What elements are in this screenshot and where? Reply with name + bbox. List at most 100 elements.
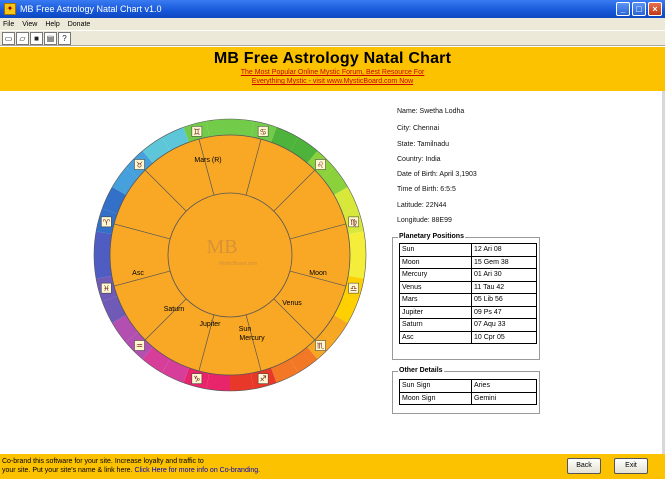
house-divider xyxy=(273,169,316,212)
planet-name: Mercury xyxy=(399,268,472,282)
planet-position: 11 Tau 42 xyxy=(471,280,537,294)
minimize-button[interactable]: _ xyxy=(616,2,630,16)
other-value: Aries xyxy=(471,379,537,393)
planet-name: Saturn xyxy=(399,318,472,332)
save-icon[interactable]: ■ xyxy=(30,31,43,45)
menu-file[interactable]: File xyxy=(3,20,15,28)
banner-link-2[interactable]: Everything Mystic - visit www.MysticBoar… xyxy=(251,78,414,85)
house-label-asc: Asc xyxy=(132,270,144,277)
zodiac-glyph-icon: ♎ xyxy=(350,284,357,293)
house-label-mercury: Mercury xyxy=(239,335,265,342)
zodiac-glyph-icon: ♑ xyxy=(193,375,200,384)
house-divider xyxy=(144,169,187,212)
other-label: Sun Sign xyxy=(399,379,472,393)
zodiac-badge xyxy=(134,340,145,351)
zodiac-ring-segment xyxy=(321,315,348,343)
house-divider xyxy=(289,270,347,287)
planet-position: 09 Ps 47 xyxy=(471,305,537,319)
zodiac-ring-segment xyxy=(94,231,112,255)
planet-name: Mars xyxy=(399,293,472,307)
zodiac-ring-segment xyxy=(333,296,358,323)
banner-title: MB Free Astrology Natal Chart xyxy=(213,50,452,67)
zodiac-ring-segment xyxy=(271,127,298,152)
zodiac-ring-segment xyxy=(102,296,127,323)
zodiac-ring-segment xyxy=(348,255,366,279)
window-title: MB Free Astrology Natal Chart v1.0 xyxy=(20,4,162,14)
cobrand-text: Co-brand this software for your site. In… xyxy=(2,457,260,475)
scroll-edge xyxy=(662,91,665,454)
title-bar: ✦ MB Free Astrology Natal Chart v1.0 _ □… xyxy=(0,0,665,18)
zodiac-glyph-icon: ♍ xyxy=(350,218,357,227)
back-button[interactable]: Back xyxy=(567,458,601,474)
zodiac-badge xyxy=(315,340,326,351)
app-icon: ✦ xyxy=(4,3,16,15)
zodiac-ring-segment xyxy=(112,167,139,195)
zodiac-glyph-icon: ♒ xyxy=(136,342,143,351)
new-icon[interactable]: ▭ xyxy=(2,31,15,45)
zodiac-glyph-icon: ♌ xyxy=(317,160,324,169)
house-divider xyxy=(198,314,215,372)
info-lon: Longitude: 88E99 xyxy=(397,217,452,224)
house-divider xyxy=(273,298,316,341)
zodiac-badge xyxy=(101,282,112,294)
banner-link-1[interactable]: The Most Popular Online Mystic Forum, Be… xyxy=(240,69,425,76)
maximize-button[interactable]: □ xyxy=(632,2,646,16)
zodiac-glyph-icon: ♉ xyxy=(136,160,143,169)
planet-row: Saturn 07 Aqu 33 xyxy=(399,318,537,332)
zodiac-ring-segment xyxy=(321,167,348,195)
zodiac-ring-segment xyxy=(206,373,230,391)
zodiac-ring-segment xyxy=(230,119,254,137)
zodiac-ring-segment xyxy=(162,127,189,152)
planet-name: Venus xyxy=(399,280,472,294)
menu-help[interactable]: Help xyxy=(45,20,60,28)
house-divider xyxy=(113,270,171,287)
info-city: City: Chennai xyxy=(397,125,440,132)
zodiac-glyph-icon: ♊ xyxy=(193,127,200,136)
cobrand-line-1: Co-brand this software for your site. In… xyxy=(2,458,204,465)
house-label-mars: Mars (R) xyxy=(194,157,221,164)
house-divider xyxy=(144,298,187,341)
zodiac-glyphs: ♈ ♉ ♊ ♋ ♌ ♍ ♎ ♏ ♐ ♑ ♒ ♓ xyxy=(101,126,359,384)
cobrand-line-2: your site. Put your site's name & link h… xyxy=(2,467,133,474)
house-label-sun: Sun xyxy=(239,326,252,333)
close-button[interactable]: × xyxy=(648,2,662,16)
zodiac-ring-segment xyxy=(142,137,170,164)
planet-row: Asc 10 Cpr 05 xyxy=(399,330,537,344)
info-country: Country: India xyxy=(397,156,441,163)
other-table: Sun Sign Aries Moon Sign Gemini xyxy=(399,379,537,405)
zodiac-glyph-icon: ♓ xyxy=(103,284,110,293)
house-label-saturn: Saturn xyxy=(164,306,185,313)
planet-row: Venus 11 Tau 42 xyxy=(399,280,537,294)
zodiac-ring-segment xyxy=(112,315,139,343)
planet-position: 15 Gem 38 xyxy=(471,255,537,269)
menu-donate[interactable]: Donate xyxy=(67,20,91,28)
help-pointer-icon[interactable]: ? xyxy=(58,31,71,45)
menu-view[interactable]: View xyxy=(22,20,38,28)
planet-position: 07 Aqu 33 xyxy=(471,318,537,332)
other-label: Moon Sign xyxy=(399,391,472,405)
zodiac-glyph-icon: ♋ xyxy=(260,127,267,136)
cobrand-link[interactable]: Click Here for more info on Co-branding. xyxy=(132,467,261,474)
zodiac-badge xyxy=(101,216,112,228)
zodiac-ring-segment xyxy=(102,187,127,214)
house-divider xyxy=(289,223,347,240)
info-name: Name: Swetha Lodha xyxy=(397,108,465,115)
zodiac-ring-segment xyxy=(333,187,358,214)
planet-name: Jupiter xyxy=(399,305,472,319)
house-divider xyxy=(245,314,262,372)
print-icon[interactable]: ▤ xyxy=(44,31,57,45)
open-icon[interactable]: ▱ xyxy=(16,31,29,45)
other-row: Moon Sign Gemini xyxy=(399,391,537,405)
banner: MB Free Astrology Natal Chart The Most P… xyxy=(0,47,665,91)
house-divider xyxy=(245,138,262,196)
planet-row: Mercury 01 Ari 30 xyxy=(399,268,537,282)
house-label-moon: Moon xyxy=(309,270,327,277)
status-bar xyxy=(0,454,665,479)
chart-inner-circle xyxy=(167,192,293,318)
zodiac-ring-outline xyxy=(93,118,367,392)
exit-button[interactable]: Exit xyxy=(614,458,648,474)
other-value: Gemini xyxy=(471,391,537,405)
menu-bar: File View Help Donate xyxy=(0,18,665,30)
info-dob: Date of Birth: April 3,1903 xyxy=(397,171,477,178)
planet-row: Moon 15 Gem 38 xyxy=(399,255,537,269)
